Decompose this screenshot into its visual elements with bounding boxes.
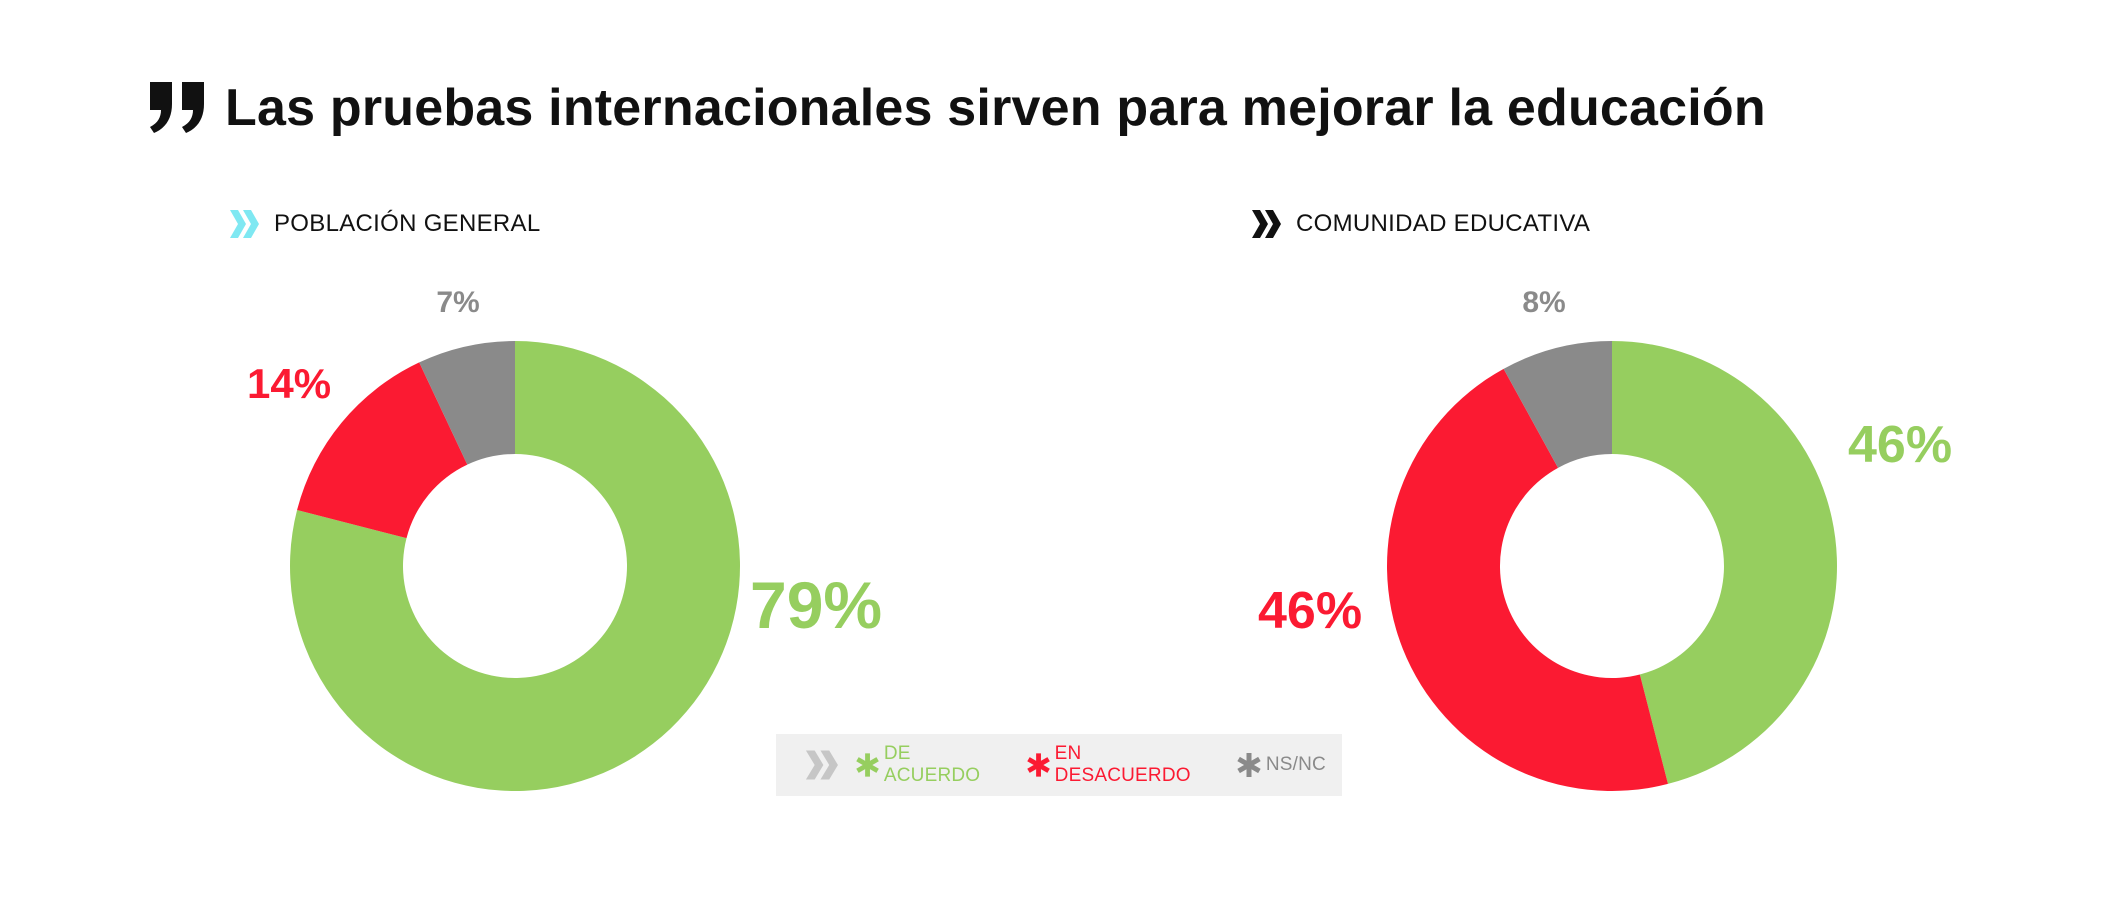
donut-slice-1-nsnc	[1503, 341, 1612, 468]
asterisk-icon	[1026, 753, 1050, 777]
donut-slice-1-disagree	[1387, 368, 1668, 791]
chart-header-comunidad: COMUNIDAD EDUCATIVA	[1250, 206, 1590, 242]
double-chevron-icon	[805, 750, 838, 780]
data-label-1-disagree: 46%	[1258, 582, 1362, 640]
data-label-0-disagree: 14%	[247, 360, 331, 407]
chart-title-poblacion: POBLACIÓN GENERAL	[274, 210, 541, 237]
chart-title-comunidad: COMUNIDAD EDUCATIVA	[1296, 210, 1591, 237]
data-label-0-agree: 79%	[750, 568, 882, 642]
page-title: Las pruebas internacionales sirven para …	[225, 79, 1766, 137]
data-label-1-agree: 46%	[1848, 416, 1952, 474]
double-chevron-icon	[230, 210, 259, 238]
legend-item-disagree: EN DESACUERDO	[1024, 743, 1218, 787]
data-label-0-nsnc: 7%	[436, 286, 479, 319]
legend-item-nsnc: NS/NC	[1234, 750, 1326, 780]
asterisk-icon	[1237, 753, 1261, 777]
legend-label-agree: DE ACUERDO	[883, 743, 981, 786]
donut-slice-0-agree	[289, 341, 741, 791]
chart-header-poblacion: POBLACIÓN GENERAL	[228, 206, 541, 242]
quote-icon	[150, 82, 204, 133]
double-chevron-icon	[1252, 210, 1281, 238]
donut-slice-0-nsnc	[419, 341, 515, 465]
asterisk-icon	[856, 753, 879, 777]
data-label-1-nsnc: 8%	[1522, 286, 1565, 319]
legend: DE ACUERDO EN DESACUERDO NS/NC	[776, 734, 1342, 796]
legend-label-disagree: EN DESACUERDO	[1054, 743, 1191, 786]
donut-slice-0-disagree	[297, 362, 468, 539]
donut-slice-1-agree	[1612, 341, 1838, 784]
legend-item-agree: DE ACUERDO	[853, 743, 1008, 787]
legend-label-nsnc: NS/NC	[1265, 754, 1326, 775]
